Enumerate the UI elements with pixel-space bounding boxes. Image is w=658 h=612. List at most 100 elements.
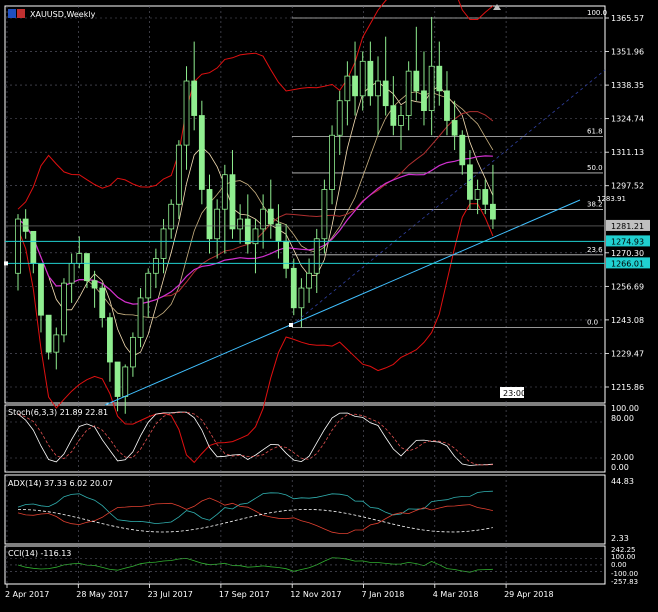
cci-axis-label: -100.00 (611, 570, 638, 578)
cci-line (17, 557, 493, 573)
candle-body[interactable] (336, 100, 343, 136)
price-tag-label: 1274.93 (611, 237, 644, 246)
candle-body[interactable] (421, 90, 427, 112)
chart-shift-marker[interactable] (493, 4, 501, 10)
candle-body[interactable] (267, 208, 274, 225)
candle-body[interactable] (359, 60, 366, 97)
ma-mid-line (17, 91, 494, 319)
candle-body[interactable] (490, 203, 496, 220)
horizontal-lines[interactable] (4, 225, 605, 266)
time-axis-label: 29 Apr 2018 (504, 590, 553, 599)
price-tags: 1281.21 1274.93 1266.01 (606, 219, 650, 269)
indicator-panels: Stoch(6,3,3) 21.89 22.81 100.0080.0020.00… (5, 404, 639, 586)
candle-body[interactable] (221, 174, 228, 210)
candle-body[interactable] (145, 272, 152, 299)
trendline-channel[interactable] (291, 69, 606, 326)
candle-body[interactable] (30, 230, 37, 264)
candlestick-series[interactable] (15, 16, 496, 414)
fib-level-label: 50.0 (587, 164, 603, 172)
candle-body[interactable] (413, 70, 420, 92)
trendline-support[interactable] (104, 199, 581, 406)
adx-plus-di-line (17, 490, 493, 525)
candle-body[interactable] (183, 80, 190, 146)
trendlines[interactable] (104, 69, 606, 406)
candle-body[interactable] (22, 218, 29, 232)
candle-body[interactable] (168, 203, 175, 230)
candle-body[interactable] (84, 253, 90, 282)
candle-body[interactable] (244, 218, 251, 245)
candle-body[interactable] (313, 238, 320, 274)
candle-body[interactable] (260, 208, 267, 230)
candle-body[interactable] (53, 334, 60, 353)
candle-body[interactable] (428, 65, 435, 112)
candle-body[interactable] (375, 80, 381, 97)
candle-body[interactable] (122, 366, 129, 397)
candle-body[interactable] (229, 174, 236, 230)
trendline-anchor[interactable] (289, 323, 293, 327)
candle-body[interactable] (390, 105, 397, 126)
candle-body[interactable] (451, 120, 458, 136)
candle-body[interactable] (459, 134, 466, 166)
candle-body[interactable] (137, 297, 144, 338)
cci-axis-label: 100.00 (611, 553, 636, 561)
chart-window-icon (8, 9, 16, 18)
candle-body[interactable] (298, 287, 305, 309)
candle-body[interactable] (198, 115, 205, 190)
candle-body[interactable] (114, 361, 121, 397)
line-anchor[interactable] (4, 261, 8, 266)
candle-body[interactable] (474, 189, 481, 200)
candle-body[interactable] (191, 80, 198, 116)
price-axis-label: 1297.52 (611, 182, 644, 191)
candle-body[interactable] (129, 336, 136, 368)
candle-body[interactable] (482, 189, 489, 205)
candle-body[interactable] (175, 144, 182, 205)
candle-body[interactable] (61, 282, 67, 336)
time-axis-label: 12 Nov 2017 (290, 590, 341, 599)
price-axis-label: 1338.35 (611, 81, 644, 90)
candle-body[interactable] (160, 228, 167, 259)
price-tag-box (606, 235, 650, 247)
stoch-main-line (17, 411, 493, 466)
stoch-header: Stoch(6,3,3) 21.89 22.81 (8, 408, 108, 417)
candle-body[interactable] (352, 75, 358, 97)
candle-body[interactable] (38, 263, 44, 316)
candle-body[interactable] (398, 115, 404, 126)
price-axis-label: 1229.47 (611, 349, 644, 358)
fibonacci-retracement[interactable]: 100.0 61.8 50.0 38.2 23.6 0.0 (292, 9, 607, 328)
partial-price-label: 1283.91 (597, 195, 626, 203)
candle-body[interactable] (436, 65, 443, 92)
candle-body[interactable] (321, 189, 328, 240)
candle-body[interactable] (99, 287, 106, 319)
candle-body[interactable] (252, 228, 259, 245)
candle-body[interactable] (214, 208, 221, 240)
candle-body[interactable] (344, 75, 351, 102)
candle-body[interactable] (68, 263, 75, 284)
adx-panel-frame (4, 474, 606, 545)
candle-body[interactable] (15, 218, 21, 274)
time-axis-label: 23 Jul 2017 (148, 590, 193, 599)
candle-body[interactable] (206, 189, 213, 240)
price-tag-box (606, 257, 650, 269)
candle-body[interactable] (107, 317, 113, 363)
candle-body[interactable] (76, 253, 83, 264)
candle-body[interactable] (275, 223, 282, 242)
candle-body[interactable] (382, 80, 389, 107)
candle-body[interactable] (237, 218, 244, 230)
candle-body[interactable] (467, 164, 473, 200)
candle-body[interactable] (405, 70, 412, 116)
cci-header: CCI(14) -116.13 (8, 549, 71, 558)
candle-body[interactable] (290, 267, 297, 309)
price-axis-label: 1324.74 (611, 115, 644, 124)
stoch-panel-frame (4, 404, 606, 473)
candle-body[interactable] (152, 258, 159, 274)
candle-body[interactable] (283, 240, 290, 269)
candle-body[interactable] (367, 60, 374, 97)
candle-body[interactable] (329, 134, 335, 190)
candle-body[interactable] (444, 90, 450, 121)
candle-body[interactable] (91, 280, 98, 289)
candle-body[interactable] (45, 314, 52, 353)
candle-body[interactable] (306, 272, 312, 289)
chart-shift-icon[interactable] (493, 4, 501, 10)
